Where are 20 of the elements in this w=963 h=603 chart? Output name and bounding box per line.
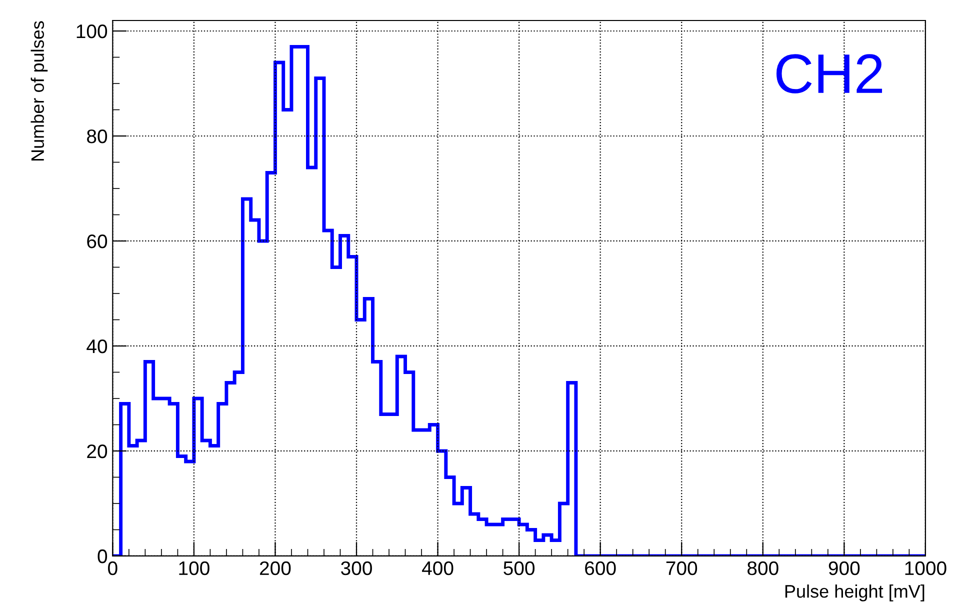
- annotation: CH2: [776, 54, 882, 94]
- x-tick-label: 900: [828, 561, 860, 576]
- x-tick-label: 200: [260, 561, 291, 576]
- x-tick-label: 800: [748, 561, 778, 576]
- x-tick-label: 700: [666, 561, 698, 576]
- y-axis-title: Number of pulses: [30, 21, 48, 161]
- x-tick-label: 400: [422, 561, 454, 576]
- y-tick-label: 40: [86, 339, 108, 354]
- y-tick-label: 60: [87, 234, 108, 248]
- x-tick-label: 500: [504, 561, 535, 576]
- x-tick-label: 100: [179, 561, 210, 576]
- y-tick-label: 100: [76, 24, 108, 38]
- y-tick-label: 0: [98, 549, 108, 564]
- y-tick-label: 20: [87, 444, 108, 458]
- x-tick-label: 600: [585, 561, 616, 576]
- y-tick-label: 80: [87, 129, 108, 144]
- x-tick-label: 300: [341, 561, 372, 576]
- x-tick-label: 1000: [905, 561, 946, 576]
- x-axis-title: Pulse height [mV]: [785, 584, 924, 602]
- x-tick-label: 0: [108, 561, 118, 576]
